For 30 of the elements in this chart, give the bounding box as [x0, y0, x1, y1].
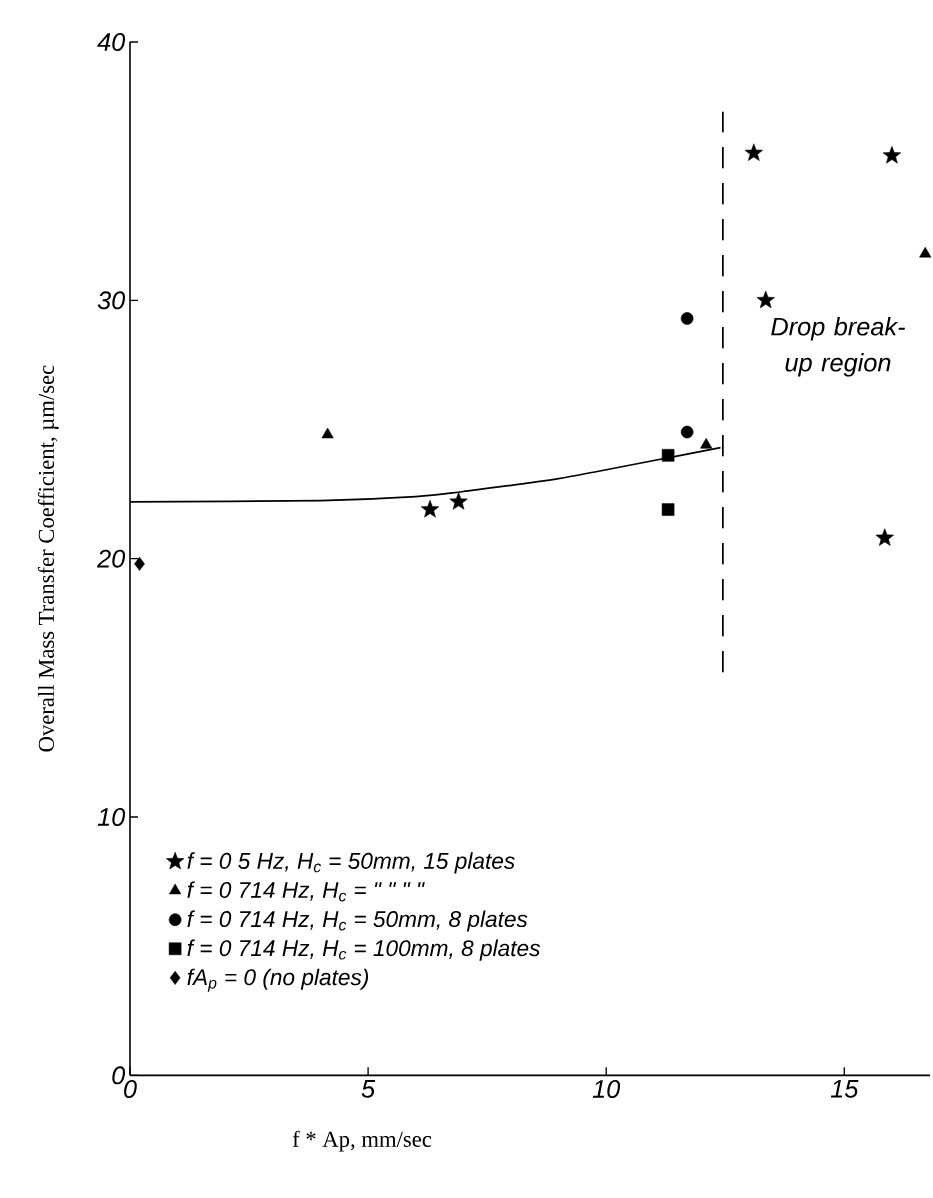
point — [449, 492, 468, 510]
y-tick-label: 0 — [112, 1066, 125, 1085]
legend-label: fA$_{p}$ = 0 (no plates) — [187, 968, 368, 992]
legend-label: f = 0 714 Hz, H$_{c}$ = 100mm, 8 plates — [187, 939, 540, 961]
point — [875, 528, 894, 546]
x-axis-title: f * Ap, mm/sec — [292, 1130, 432, 1152]
point — [661, 449, 675, 462]
y-tick-label: 10 — [97, 808, 125, 826]
legend-label: f = 0 714 Hz, H$_{c}$ = " " " " — [187, 881, 425, 902]
legend-label: f = 0 714 Hz, H$_{c}$ = 50mm, 8 plates — [187, 910, 528, 932]
legend-label: f = 0 5 Hz, H$_{c}$ = 50mm, 15 plates — [187, 852, 515, 874]
point — [321, 427, 334, 439]
annotation: Drop break-up region — [771, 317, 905, 377]
point — [700, 438, 713, 449]
x-tick-label: 0 — [123, 1080, 137, 1098]
point — [756, 290, 775, 309]
point — [134, 556, 145, 571]
point — [661, 503, 675, 516]
y-tick-label: 30 — [97, 291, 125, 310]
x-tick-label: 15 — [830, 1080, 859, 1098]
x-tick-label: 10 — [592, 1080, 620, 1098]
point — [882, 146, 901, 164]
y-tick-label: 20 — [96, 549, 125, 568]
x-tick-label: 5 — [361, 1080, 376, 1098]
point — [680, 425, 694, 439]
y-tick-label: 40 — [97, 33, 125, 51]
point — [420, 499, 439, 518]
y-axis-title: Overall Mass Transfer Coefficient, µm/sec — [37, 365, 59, 752]
point — [680, 312, 694, 325]
point — [744, 143, 763, 161]
